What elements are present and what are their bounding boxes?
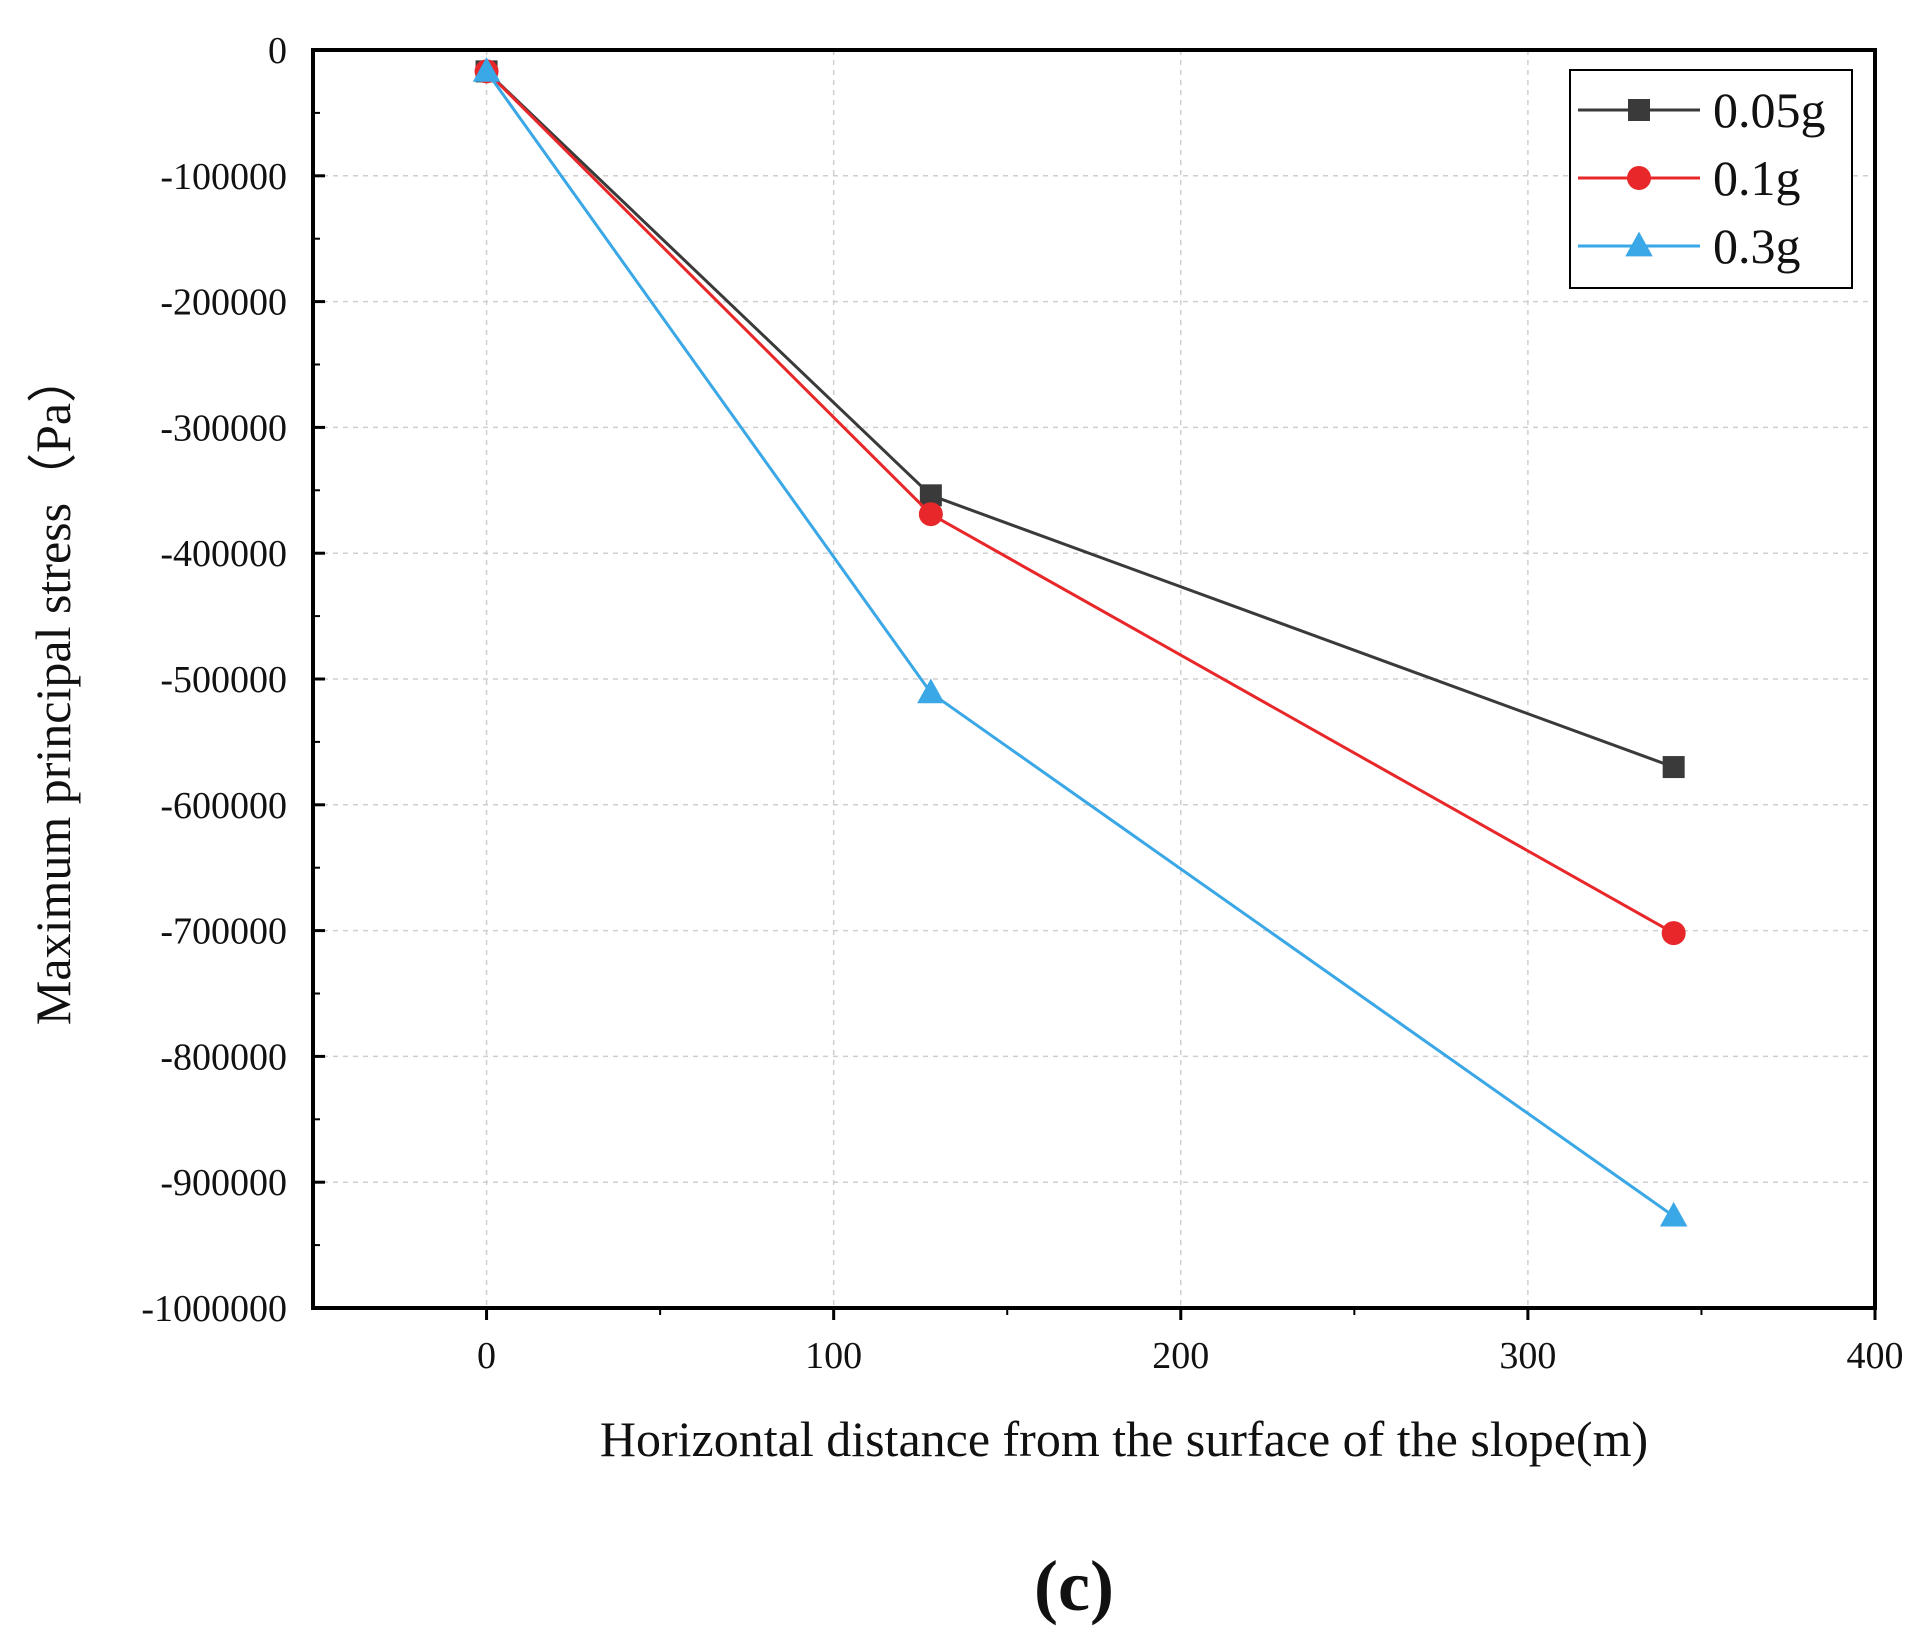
y-tick-label: -400000: [160, 533, 287, 575]
legend-item: 0.3g: [1578, 218, 1801, 274]
legend-marker: [1627, 166, 1651, 190]
y-axis-title: Maximum principal stress（Pa）: [25, 353, 81, 1025]
data-point: [918, 502, 943, 527]
legend-label: 0.1g: [1713, 150, 1801, 206]
legend-item: 0.1g: [1578, 150, 1801, 206]
y-tick-label: -600000: [160, 785, 287, 827]
y-tick-label: -100000: [160, 156, 287, 198]
legend-marker: [1625, 231, 1653, 257]
x-axis-title: Horizontal distance from the surface of …: [600, 1411, 1648, 1467]
y-tick-label: -500000: [160, 659, 287, 701]
y-tick-label: -900000: [160, 1162, 287, 1204]
data-point: [919, 484, 942, 507]
series-0.3g: [472, 57, 1688, 1227]
grid: [313, 50, 1875, 1308]
data-point: [472, 57, 501, 82]
x-tick-label: 100: [805, 1335, 862, 1377]
series: [472, 57, 1688, 1227]
y-tick-label: 0: [268, 30, 287, 72]
x-tick-label: 300: [1499, 1335, 1556, 1377]
y-tick-label: -200000: [160, 282, 287, 324]
x-tick-label: 200: [1152, 1335, 1209, 1377]
series-0.1g: [474, 59, 1686, 946]
legend-label: 0.3g: [1713, 218, 1801, 274]
data-point: [1661, 921, 1686, 946]
data-point: [917, 678, 945, 704]
y-tick-label: -1000000: [141, 1288, 287, 1330]
series-0.05g: [475, 60, 1685, 779]
y-tick-label: -700000: [160, 911, 287, 953]
x-tick-label: 400: [1847, 1335, 1904, 1377]
data-point: [1662, 756, 1685, 779]
y-tick-label: -800000: [160, 1036, 287, 1078]
legend-item: 0.05g: [1578, 82, 1826, 138]
legend: 0.05g 0.1g 0.3g: [1569, 69, 1853, 289]
legend-label: 0.05g: [1713, 82, 1826, 138]
figure-caption: (c): [1034, 1546, 1114, 1626]
legend-marker: [1628, 99, 1650, 121]
y-tick-label: -300000: [160, 407, 287, 449]
x-tick-label: 0: [477, 1335, 496, 1377]
series-line: [485, 70, 1675, 935]
data-point: [1659, 1201, 1688, 1227]
axis-ticks: 0 100 200 300 400 0 -100000 -200000 -300000 -4000…: [141, 30, 1903, 1377]
